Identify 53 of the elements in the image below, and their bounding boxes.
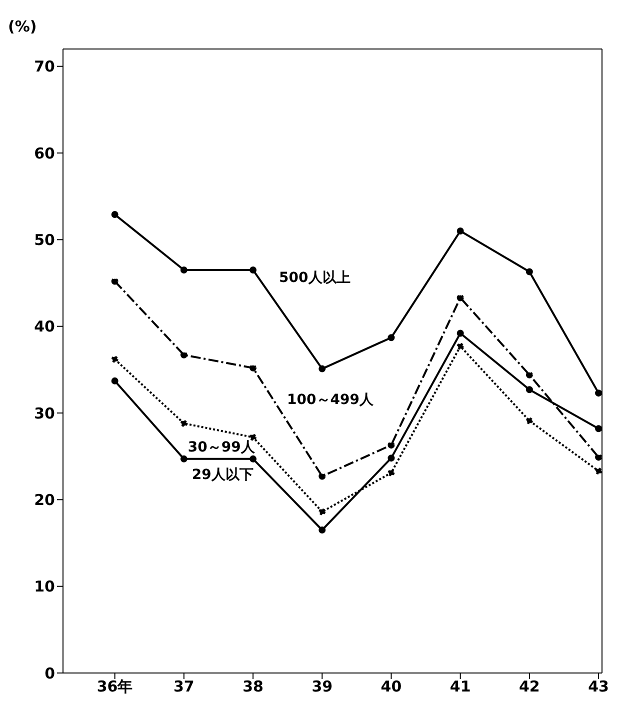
point xyxy=(111,356,118,363)
point xyxy=(318,365,326,372)
x-tick-label: 42 xyxy=(519,678,540,696)
point xyxy=(526,386,533,394)
x-tick-label: 36年 xyxy=(96,678,133,696)
point xyxy=(595,454,602,461)
point xyxy=(180,455,188,462)
point xyxy=(250,434,257,441)
y-axis-title: (%) xyxy=(8,18,37,36)
y-tick-label: 0 xyxy=(44,664,55,682)
point xyxy=(180,266,188,274)
point xyxy=(456,294,464,302)
point xyxy=(180,351,188,358)
point xyxy=(111,377,118,384)
y-tick-label: 20 xyxy=(34,490,55,509)
series-label: 100～499人 xyxy=(287,392,374,408)
point xyxy=(318,508,326,516)
y-tick-label: 50 xyxy=(34,230,55,249)
x-tick-label: 37 xyxy=(173,678,194,696)
point xyxy=(111,278,118,285)
series-label: 30～99人 xyxy=(188,439,256,456)
y-tick-label: 10 xyxy=(34,578,55,596)
x-tick-label: 40 xyxy=(380,678,402,696)
series-label: 500人以上 xyxy=(279,270,350,286)
point xyxy=(388,334,395,342)
point xyxy=(318,472,326,480)
point xyxy=(456,342,464,350)
point xyxy=(456,228,464,234)
series-label: 29人以下 xyxy=(192,466,254,483)
point xyxy=(250,266,257,274)
point xyxy=(456,330,464,337)
y-tick-label: 70 xyxy=(34,58,55,76)
point xyxy=(526,417,533,424)
point xyxy=(250,364,257,372)
x-tick-label: 43 xyxy=(588,678,609,696)
point xyxy=(250,455,257,462)
point xyxy=(388,442,395,449)
y-tick-label: 60 xyxy=(34,144,55,162)
point xyxy=(388,469,395,476)
point xyxy=(318,526,326,534)
y-tick-label: 40 xyxy=(34,318,55,336)
point xyxy=(526,268,533,276)
point xyxy=(595,425,602,432)
x-tick-label: 41 xyxy=(450,678,471,696)
x-tick-label: 39 xyxy=(312,678,333,696)
y-tick-label: 30 xyxy=(34,404,55,422)
x-tick-label: 38 xyxy=(242,678,264,696)
point xyxy=(526,371,533,378)
point xyxy=(180,420,188,427)
point xyxy=(595,390,602,397)
point xyxy=(111,211,118,218)
point xyxy=(595,468,602,475)
point xyxy=(388,454,395,462)
